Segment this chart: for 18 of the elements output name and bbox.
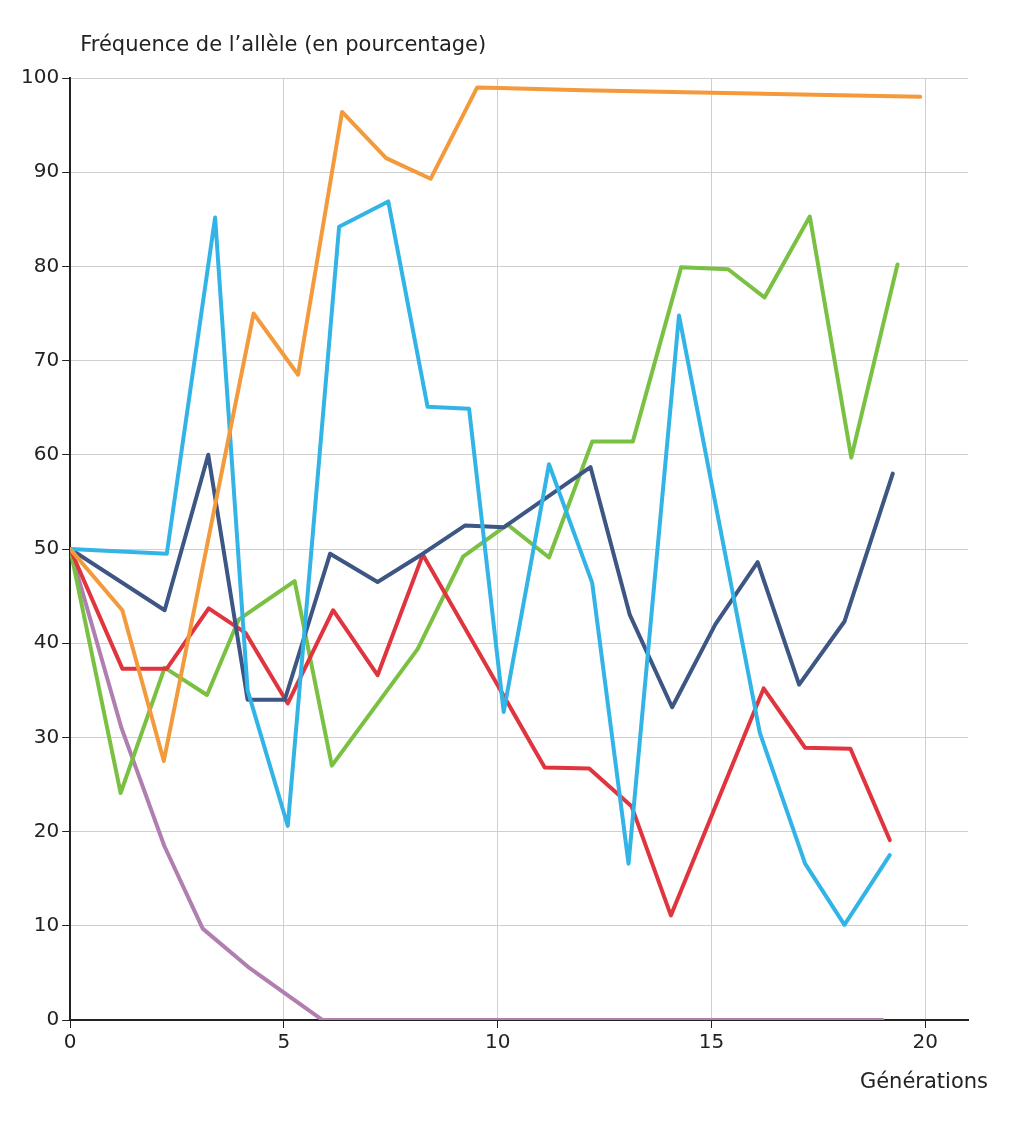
y-tick-label: 80 [33, 252, 60, 277]
x-tick-label: 0 [63, 1029, 77, 1054]
y-axis-title: Fréquence de l’allèle (en pourcentage) [80, 31, 487, 56]
x-axis-title: Générations [859, 1068, 988, 1093]
y-tick-label: 20 [33, 817, 60, 842]
y-tick-label: 40 [33, 629, 60, 654]
y-tick-label: 0 [46, 1006, 60, 1031]
y-tick-label: 10 [33, 912, 60, 936]
y-tick-label: 30 [33, 723, 60, 748]
y-tick-label: 50 [33, 535, 60, 560]
y-tick-label: 90 [33, 158, 60, 183]
x-tick-label: 20 [912, 1029, 938, 1054]
y-tick-label: 60 [33, 441, 60, 465]
x-tick-label: 15 [698, 1029, 725, 1054]
y-tick-label: 100 [20, 64, 60, 89]
x-tick-label: 10 [484, 1029, 511, 1054]
y-tick-label: 70 [33, 346, 60, 371]
x-tick-label: 5 [277, 1029, 291, 1054]
